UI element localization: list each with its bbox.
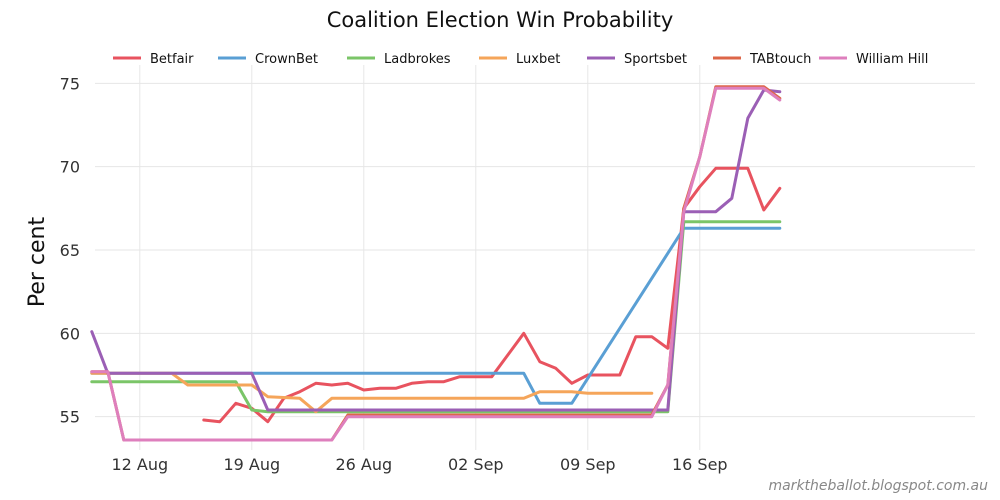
y-tick-label: 65	[60, 241, 80, 260]
legend-label: Sportsbet	[624, 52, 687, 67]
legend-item: Ladbrokes	[347, 52, 451, 67]
legend-label: William Hill	[856, 52, 928, 67]
legend-item: William Hill	[819, 52, 928, 67]
y-axis-label: Per cent	[25, 217, 50, 308]
x-tick-label: 19 Aug	[223, 455, 280, 474]
y-tick-label: 55	[60, 408, 80, 427]
legend-item: Sportsbet	[587, 52, 687, 67]
legend-item: Luxbet	[479, 52, 560, 67]
series-lines	[90, 85, 782, 442]
legend-label: CrownBet	[255, 52, 318, 67]
x-tick-label: 12 Aug	[111, 455, 168, 474]
y-tick-label: 60	[60, 324, 80, 343]
y-tick-label: 75	[60, 74, 80, 93]
series-line-betfair	[202, 166, 782, 424]
x-tick-label: 02 Sep	[448, 455, 504, 474]
watermark: marktheballot.blogspot.com.au	[768, 478, 988, 494]
legend-item: Betfair	[113, 52, 194, 67]
chart-title: Coalition Election Win Probability	[327, 8, 674, 32]
legend-label: Ladbrokes	[384, 52, 451, 67]
axes: 55 60 65 70 75 12 Aug 19 Aug 26 Aug 02 Sep 09 Sep…	[60, 74, 728, 474]
series-line-luxbet	[90, 371, 654, 414]
legend-label: Luxbet	[516, 52, 560, 67]
legend: Betfair CrownBet Ladbrokes Luxbet Sportsbet T…	[113, 52, 928, 67]
grid	[95, 65, 975, 450]
y-tick-label: 70	[60, 158, 80, 177]
legend-item: CrownBet	[218, 52, 318, 67]
x-tick-label: 09 Sep	[560, 455, 616, 474]
x-tick-label: 16 Sep	[672, 455, 728, 474]
legend-label: TABtouch	[749, 52, 811, 67]
x-tick-label: 26 Aug	[335, 455, 392, 474]
legend-label: Betfair	[150, 52, 194, 67]
series-line-william-hill	[90, 86, 782, 442]
legend-item: TABtouch	[713, 52, 811, 67]
